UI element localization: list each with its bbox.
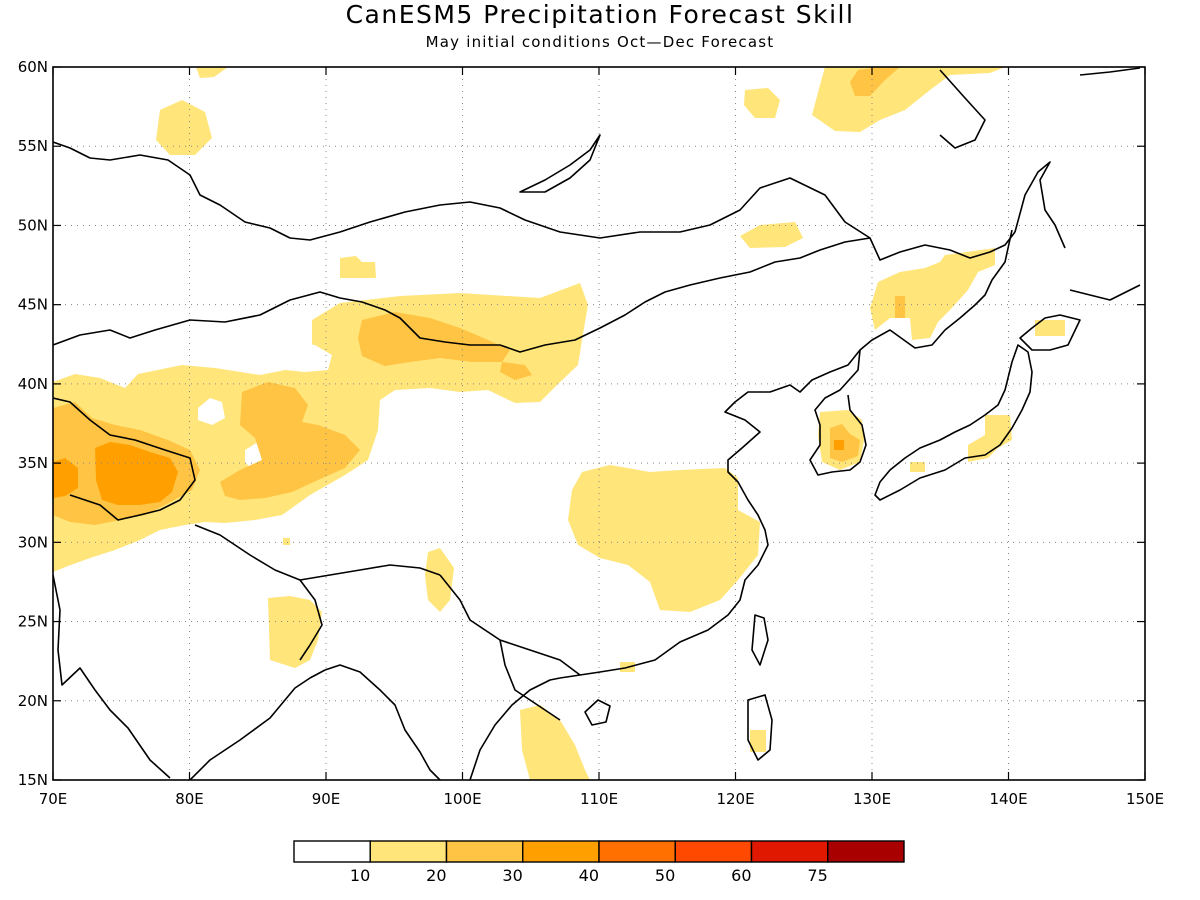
shade-region xyxy=(895,296,905,318)
colorbar-label: 75 xyxy=(807,866,827,885)
colorbar-label: 40 xyxy=(579,866,599,885)
shade-region xyxy=(53,458,78,498)
shade-region xyxy=(196,67,228,78)
coastline xyxy=(53,141,1016,261)
lon-label: 140E xyxy=(989,790,1027,808)
colorbar-box xyxy=(293,840,371,863)
coastline xyxy=(939,69,986,149)
shade-region xyxy=(340,256,376,278)
colorbar-box xyxy=(445,840,524,863)
lat-label: 25N xyxy=(18,613,48,631)
lat-label: 35N xyxy=(18,454,48,472)
colorbar-label: 50 xyxy=(655,866,675,885)
shade-region xyxy=(968,415,1012,462)
shade-region xyxy=(1035,320,1065,336)
map-subtitle: May initial conditions Oct—Dec Forecast xyxy=(425,33,775,51)
shade-region xyxy=(750,730,766,752)
coastline xyxy=(874,344,1033,501)
lon-label: 110E xyxy=(580,790,618,808)
lat-label: 45N xyxy=(18,296,48,314)
shade-region xyxy=(95,442,178,505)
coastline xyxy=(559,229,1013,679)
shade-region xyxy=(568,465,760,612)
border xyxy=(53,237,871,353)
colorbar-label: 10 xyxy=(350,866,370,885)
skill-shading xyxy=(53,67,1065,780)
lon-label: 70E xyxy=(39,790,68,808)
lon-label: 90E xyxy=(312,790,341,808)
colorbar-box xyxy=(598,840,676,863)
shade-region xyxy=(198,398,225,425)
skill-level-10-20 xyxy=(53,67,1065,780)
colorbar-labels: 10 20 30 40 50 60 75 xyxy=(350,866,828,885)
lon-label: 130E xyxy=(853,790,891,808)
shade-region xyxy=(910,462,925,472)
lon-label: 80E xyxy=(175,790,204,808)
shade-region xyxy=(744,88,780,118)
coastlines-borders xyxy=(53,67,1141,780)
border xyxy=(299,579,323,661)
colorbar xyxy=(293,840,905,863)
shade-region xyxy=(830,424,860,462)
latitude-labels: 60N 55N 50N 45N 40N 35N 30N 25N 20N 15N xyxy=(18,58,48,789)
shade-region xyxy=(850,67,900,96)
lake-baikal xyxy=(519,134,601,193)
lat-label: 50N xyxy=(18,216,48,234)
border xyxy=(499,639,561,721)
shade-region xyxy=(283,538,290,545)
colorbar-box xyxy=(522,840,600,863)
longitude-labels: 70E 80E 90E 100E 110E 120E 130E 140E 150E xyxy=(39,790,1164,808)
coastline xyxy=(53,574,171,779)
colorbar-label: 30 xyxy=(502,866,522,885)
shade-region xyxy=(870,248,995,340)
shade-region xyxy=(272,342,332,372)
lat-label: 15N xyxy=(18,771,48,789)
border xyxy=(439,574,581,676)
coastline xyxy=(189,669,326,780)
shade-region xyxy=(812,67,1005,132)
coastline xyxy=(1079,67,1141,76)
coastline xyxy=(1069,284,1141,301)
coastline xyxy=(1019,314,1081,351)
lat-label: 55N xyxy=(18,137,48,155)
map-title: CanESM5 Precipitation Forecast Skill xyxy=(345,0,855,29)
coastline xyxy=(469,677,561,780)
colorbar-box xyxy=(674,840,753,863)
shade-region xyxy=(220,382,360,500)
island-taiwan xyxy=(751,614,769,666)
lon-label: 120E xyxy=(716,790,754,808)
border xyxy=(53,397,196,521)
shade-region xyxy=(156,100,212,155)
colorbar-box xyxy=(369,840,448,863)
lat-label: 30N xyxy=(18,533,48,551)
colorbar-box xyxy=(827,840,905,863)
coastline xyxy=(1014,161,1066,249)
coastline xyxy=(809,349,867,476)
shade-region xyxy=(425,548,454,612)
shade-region xyxy=(500,362,532,380)
axis-ticks xyxy=(52,66,1146,781)
island-luzon xyxy=(747,694,773,761)
lat-label: 40N xyxy=(18,375,48,393)
border xyxy=(194,524,441,581)
lon-label: 100E xyxy=(443,790,481,808)
lon-label: 150E xyxy=(1126,790,1164,808)
shade-region xyxy=(268,596,322,668)
lat-label: 20N xyxy=(18,692,48,710)
shade-region xyxy=(520,705,590,780)
shade-region xyxy=(740,222,803,248)
skill-level-30-40 xyxy=(53,440,844,505)
colorbar-label: 20 xyxy=(426,866,446,885)
coastline xyxy=(324,664,441,780)
shade-region xyxy=(358,312,510,366)
lat-label: 60N xyxy=(18,58,48,76)
shade-region xyxy=(834,440,844,450)
colorbar-label: 60 xyxy=(731,866,751,885)
colorbar-box xyxy=(750,840,829,863)
island-hainan xyxy=(584,699,611,726)
